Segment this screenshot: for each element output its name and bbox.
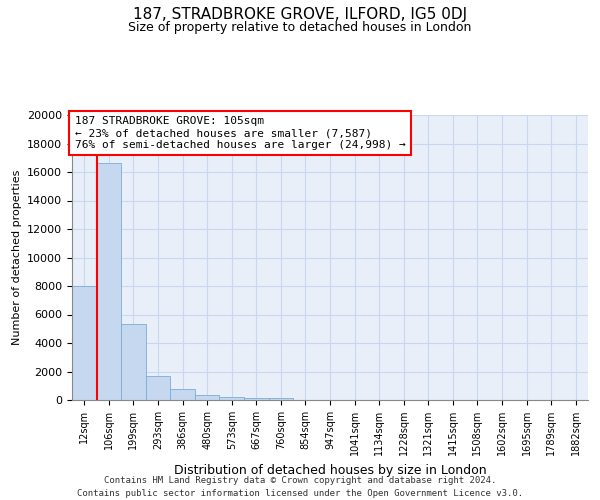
Text: 187, STRADBROKE GROVE, ILFORD, IG5 0DJ: 187, STRADBROKE GROVE, ILFORD, IG5 0DJ xyxy=(133,8,467,22)
Text: Contains HM Land Registry data © Crown copyright and database right 2024.
Contai: Contains HM Land Registry data © Crown c… xyxy=(77,476,523,498)
Y-axis label: Number of detached properties: Number of detached properties xyxy=(11,170,22,345)
Bar xyxy=(146,376,170,400)
Text: 187 STRADBROKE GROVE: 105sqm
← 23% of detached houses are smaller (7,587)
76% of: 187 STRADBROKE GROVE: 105sqm ← 23% of de… xyxy=(74,116,406,150)
Bar xyxy=(72,286,97,400)
X-axis label: Distribution of detached houses by size in London: Distribution of detached houses by size … xyxy=(173,464,487,476)
Bar xyxy=(244,398,269,400)
Bar xyxy=(121,324,146,400)
Bar xyxy=(269,398,293,400)
Bar xyxy=(170,388,195,400)
Bar xyxy=(220,396,244,400)
Bar xyxy=(97,164,121,400)
Text: Size of property relative to detached houses in London: Size of property relative to detached ho… xyxy=(128,21,472,34)
Bar xyxy=(195,395,220,400)
